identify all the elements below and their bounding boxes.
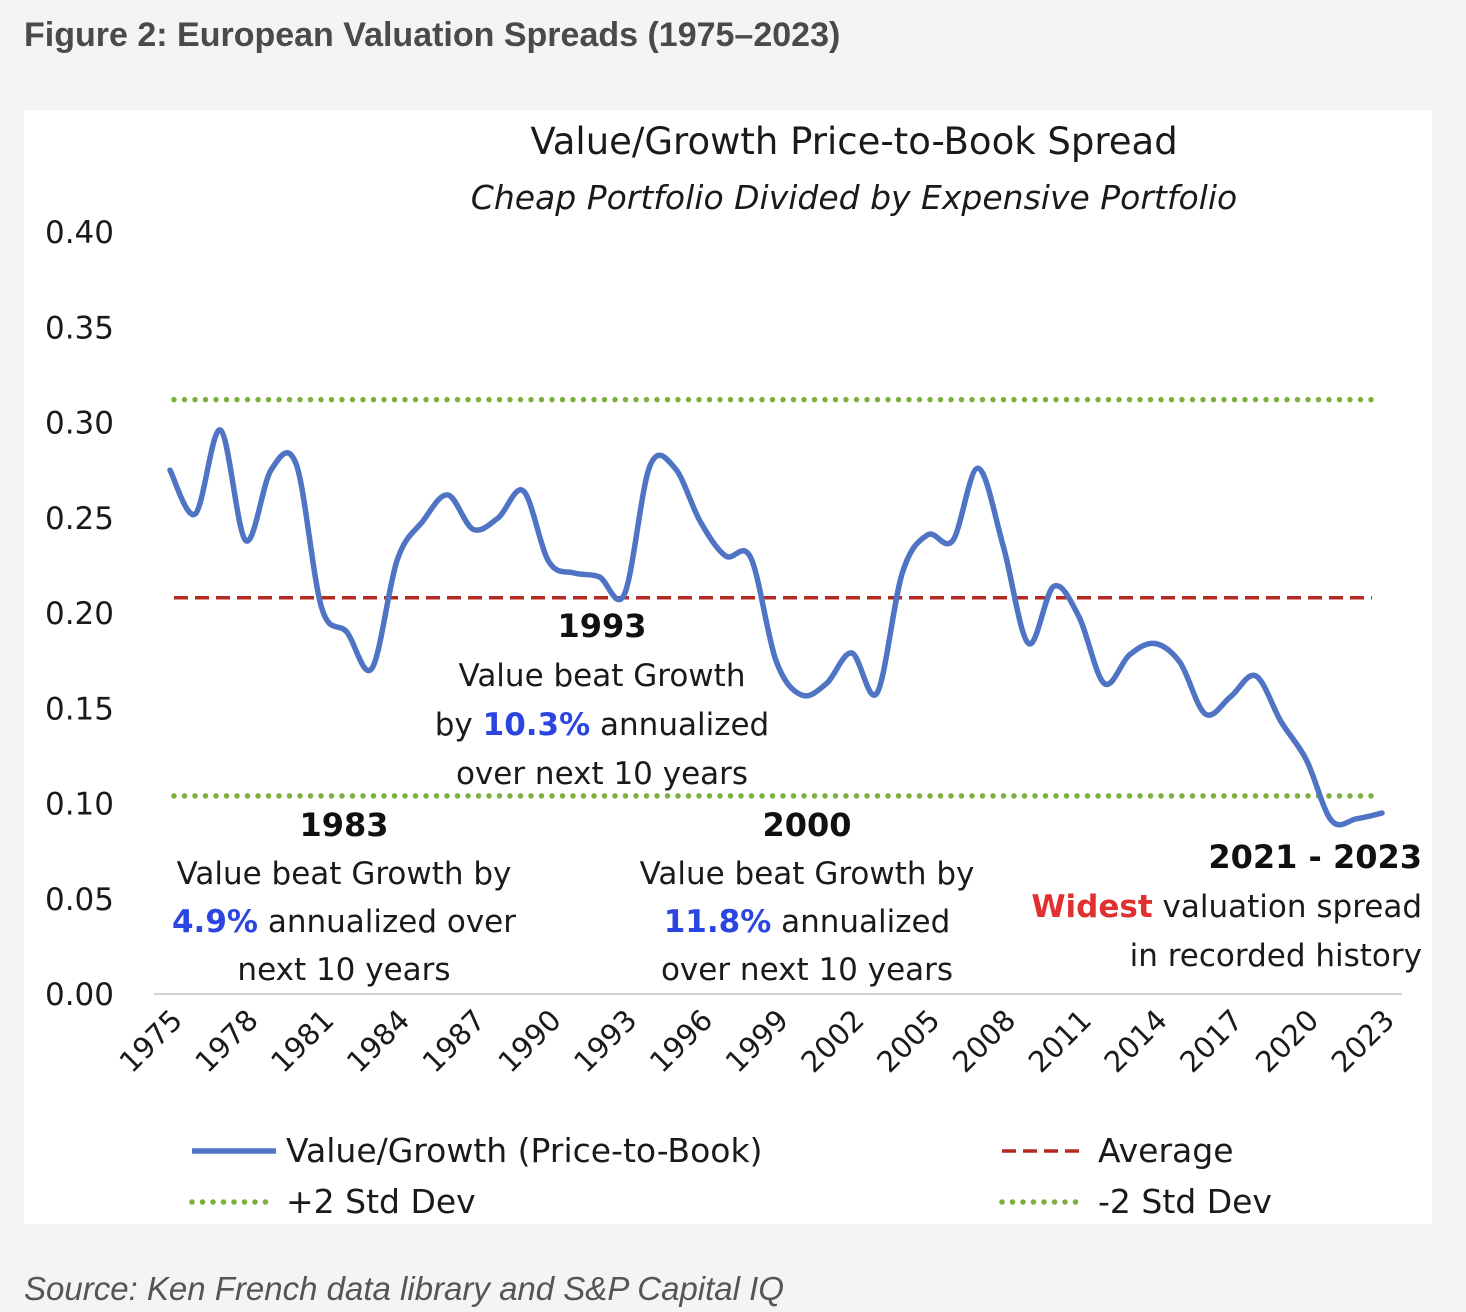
x-tick-label: 1996 [643, 1003, 719, 1079]
annotation-year: 1993 [557, 607, 646, 645]
annotation-text: over next 10 years [456, 756, 748, 792]
x-axis: 1975 1978 1981 1984 1987 1990 1993 1996 1999 2002… [113, 1003, 1401, 1079]
chart-panel: Value/Growth Price-to-Book Spread Cheap … [24, 110, 1432, 1224]
line-chart: Value/Growth Price-to-Book Spread Cheap … [45, 120, 1422, 1221]
annotation-text: annualized [590, 707, 769, 743]
annotation-2000: 2000 Value beat Growth by 11.8% annualized… [640, 806, 975, 988]
annotation-text: Value beat Growth [459, 658, 746, 694]
chart-title: Value/Growth Price-to-Book Spread [530, 120, 1177, 163]
y-tick-label: 0.15 [45, 691, 114, 727]
x-tick-label: 2002 [794, 1003, 870, 1079]
annotation-line: 4.9% annualized over [172, 904, 516, 940]
annotation-highlight: Widest [1031, 889, 1152, 925]
annotation-text: Value beat Growth by [640, 856, 975, 892]
x-tick-label: 1975 [113, 1003, 189, 1079]
y-tick-label: 0.10 [45, 787, 114, 823]
annotation-highlight: 11.8% [664, 904, 772, 940]
annotations: 1993 Value beat Growth by 10.3% annualized… [172, 607, 1422, 988]
legend-item: -2 Std Dev [999, 1182, 1272, 1221]
annotation-text: over next 10 years [661, 952, 953, 988]
y-tick-label: 0.00 [45, 977, 114, 1013]
annotation-text: Value beat Growth by [177, 856, 512, 892]
y-tick-label: 0.25 [45, 501, 114, 537]
annotation-highlight: 4.9% [172, 904, 258, 940]
x-tick-label: 2023 [1325, 1003, 1401, 1079]
annotation-line: by 10.3% annualized [435, 707, 769, 743]
x-tick-label: 2017 [1173, 1003, 1249, 1079]
annotation-text: annualized [771, 904, 950, 940]
x-tick-label: 1984 [340, 1003, 416, 1079]
annotation-text: in recorded history [1130, 938, 1422, 974]
chart-subtitle: Cheap Portfolio Divided by Expensive Por… [471, 178, 1237, 217]
legend-label: Average [1098, 1131, 1234, 1170]
x-tick-label: 1978 [188, 1003, 264, 1079]
legend-label: Value/Growth (Price-to-Book) [286, 1131, 762, 1170]
x-tick-label: 2005 [870, 1003, 946, 1079]
annotation-line: in recorded history [1130, 938, 1422, 974]
source-note: Source: Ken French data library and S&P … [24, 1270, 784, 1307]
annotation-text: next 10 years [237, 952, 450, 988]
y-tick-label: 0.05 [45, 882, 114, 918]
annotation-year: 2021 - 2023 [1208, 838, 1422, 876]
annotation-text: annualized over [258, 904, 516, 940]
annotation-line: over next 10 years [661, 952, 953, 988]
annotation-year: 1983 [299, 806, 388, 844]
x-tick-label: 1993 [567, 1003, 643, 1079]
annotation-line: 11.8% annualized [664, 904, 951, 940]
figure-title: Figure 2: European Valuation Spreads (19… [24, 16, 841, 54]
annotation-highlight: 10.3% [483, 707, 591, 743]
annotation-line: Value beat Growth by [640, 856, 975, 892]
value-growth-series-line [167, 427, 1385, 828]
annotation-1993: 1993 Value beat Growth by 10.3% annualized… [435, 607, 769, 792]
y-tick-label: 0.20 [45, 596, 114, 632]
annotation-text: valuation spread [1153, 889, 1422, 925]
reference-lines [171, 396, 1375, 799]
x-tick-label: 2008 [946, 1003, 1022, 1079]
legend-item: Average [1002, 1131, 1234, 1170]
legend-item: +2 Std Dev [189, 1182, 476, 1221]
x-tick-label: 1990 [491, 1003, 567, 1079]
x-tick-label: 1987 [416, 1003, 492, 1079]
legend-label: -2 Std Dev [1098, 1182, 1272, 1221]
annotation-2021-2023: 2021 - 2023 Widest valuation spread in rec… [1031, 838, 1422, 974]
annotation-line: next 10 years [237, 952, 450, 988]
x-tick-label: 2011 [1022, 1003, 1098, 1079]
x-tick-label: 2014 [1097, 1003, 1173, 1079]
y-tick-label: 0.30 [45, 406, 114, 442]
legend: Value/Growth (Price-to-Book) Average +2 St… [189, 1131, 1272, 1221]
annotation-line: Value beat Growth by [177, 856, 512, 892]
annotation-text: by [435, 707, 483, 743]
annotation-line: Widest valuation spread [1031, 889, 1422, 925]
legend-label: +2 Std Dev [286, 1182, 476, 1221]
annotation-1983: 1983 Value beat Growth by 4.9% annualized … [172, 806, 516, 988]
y-axis: 0.00 0.05 0.10 0.15 0.20 0.25 0.30 0.35 0.40 [45, 215, 114, 1013]
legend-item: Value/Growth (Price-to-Book) [192, 1131, 762, 1170]
y-tick-label: 0.40 [45, 215, 114, 251]
y-tick-label: 0.35 [45, 310, 114, 346]
annotation-line: over next 10 years [456, 756, 748, 792]
series-lines [167, 427, 1385, 828]
x-tick-label: 1999 [719, 1003, 795, 1079]
annotation-year: 2000 [762, 806, 851, 844]
x-tick-label: 1981 [264, 1003, 340, 1079]
annotation-line: Value beat Growth [459, 658, 746, 694]
x-tick-label: 2020 [1249, 1003, 1325, 1079]
